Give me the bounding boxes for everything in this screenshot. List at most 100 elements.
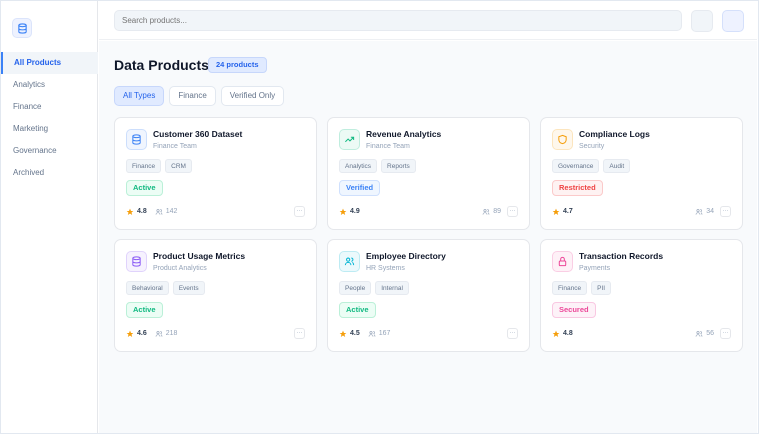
database-icon[interactable]	[12, 18, 32, 38]
more-options-button[interactable]: ···	[294, 328, 305, 339]
tag: Finance	[552, 281, 588, 295]
product-team: HR Systems	[366, 265, 405, 272]
sidebar-item-governance[interactable]: Governance	[13, 146, 57, 155]
filter-all-types[interactable]: All Types	[114, 86, 165, 106]
database-icon	[126, 129, 147, 150]
tag: Finance	[126, 159, 162, 173]
sidebar-nav: All Products Analytics Finance Marketing…	[1, 52, 98, 184]
card-footer: 4.6 218 ···	[126, 328, 305, 339]
status-badge: Verified	[339, 180, 381, 196]
card-footer: 4.7 34 ···	[552, 206, 731, 217]
user-count: 167	[368, 330, 390, 338]
product-card[interactable]: Compliance Logs Security Governance Audit…	[540, 117, 743, 230]
trending-up-icon	[339, 129, 360, 150]
more-options-button[interactable]: ···	[507, 206, 518, 217]
status-badge: Restricted	[552, 180, 603, 196]
status-badge: Active	[126, 302, 163, 318]
product-card[interactable]: Transaction Records Payments Finance PII …	[540, 239, 743, 352]
search-input[interactable]	[114, 10, 682, 31]
product-card[interactable]: Employee Directory HR Systems People Inte…	[327, 239, 530, 352]
product-team: Security	[579, 143, 605, 150]
tag: Internal	[375, 281, 409, 295]
rating: 4.8	[126, 208, 147, 216]
tag-list: Finance PII	[552, 281, 612, 295]
user-count: 89	[482, 208, 501, 216]
users-icon	[155, 208, 163, 215]
product-name[interactable]: Compliance Logs	[579, 129, 650, 139]
tag-list: Governance Audit	[552, 159, 631, 173]
product-card[interactable]: Revenue Analytics Finance Team Analytics…	[327, 117, 530, 230]
tag-list: Finance CRM	[126, 159, 192, 173]
product-name[interactable]: Product Usage Metrics	[153, 251, 246, 261]
users-icon	[339, 251, 360, 272]
users-icon	[695, 330, 703, 337]
main-content: Data Products 24 products All Types Fina…	[99, 41, 757, 433]
product-team: Finance Team	[366, 143, 410, 150]
user-count: 142	[155, 208, 177, 216]
product-team: Finance Team	[153, 143, 197, 150]
tag: PII	[591, 281, 612, 295]
star-icon	[552, 330, 560, 337]
card-footer: 4.5 167 ···	[339, 328, 518, 339]
product-name[interactable]: Revenue Analytics	[366, 129, 442, 139]
more-options-button[interactable]: ···	[294, 206, 305, 217]
shield-icon	[552, 129, 573, 150]
tag: Audit	[603, 159, 631, 173]
product-count-badge: 24 products	[208, 57, 267, 73]
product-card[interactable]: Product Usage Metrics Product Analytics …	[114, 239, 317, 352]
star-icon	[126, 330, 134, 337]
tag-list: Behavioral Events	[126, 281, 205, 295]
product-team: Product Analytics	[153, 265, 207, 272]
tag: Behavioral	[126, 281, 169, 295]
more-options-button[interactable]: ···	[720, 206, 731, 217]
database-icon	[126, 251, 147, 272]
filter-verified-only[interactable]: Verified Only	[220, 86, 285, 106]
tag: CRM	[165, 159, 192, 173]
status-badge: Active	[339, 302, 376, 318]
sidebar-item-all-products[interactable]: All Products	[1, 52, 98, 74]
product-card[interactable]: Customer 360 Dataset Finance Team Financ…	[114, 117, 317, 230]
header-primary-button[interactable]	[722, 10, 744, 32]
tag-list: Analytics Reports	[339, 159, 416, 173]
product-team: Payments	[579, 265, 611, 272]
star-icon	[126, 208, 134, 215]
product-name[interactable]: Transaction Records	[579, 251, 664, 261]
card-footer: 4.9 89 ···	[339, 206, 518, 217]
star-icon	[552, 208, 560, 215]
product-name[interactable]: Employee Directory	[366, 251, 446, 261]
card-footer: 4.8 56 ···	[552, 328, 731, 339]
status-badge: Active	[126, 180, 163, 196]
filter-finance[interactable]: Finance	[169, 86, 216, 106]
tag: Reports	[381, 159, 416, 173]
users-icon	[368, 330, 376, 337]
sidebar-item-archived[interactable]: Archived	[13, 168, 45, 177]
star-icon	[339, 208, 347, 215]
tag-list: People Internal	[339, 281, 409, 295]
tag: Governance	[552, 159, 600, 173]
page-title: Data Products	[114, 57, 209, 73]
star-icon	[339, 330, 347, 337]
rating: 4.8	[552, 330, 573, 338]
user-count: 56	[695, 330, 714, 338]
rating: 4.7	[552, 208, 573, 216]
user-count: 34	[695, 208, 714, 216]
tag: Analytics	[339, 159, 378, 173]
more-options-button[interactable]: ···	[507, 328, 518, 339]
sidebar-item-analytics[interactable]: Analytics	[13, 80, 46, 89]
filter-bar: All Types Finance Verified Only	[114, 86, 285, 106]
sidebar-item-marketing[interactable]: Marketing	[13, 124, 49, 133]
header-button[interactable]	[691, 10, 713, 32]
users-icon	[695, 208, 703, 215]
product-name[interactable]: Customer 360 Dataset	[153, 129, 243, 139]
users-icon	[155, 330, 163, 337]
tag: Events	[172, 281, 205, 295]
more-options-button[interactable]: ···	[720, 328, 731, 339]
user-count: 218	[155, 330, 177, 338]
rating: 4.6	[126, 330, 147, 338]
lock-icon	[552, 251, 573, 272]
rating: 4.5	[339, 330, 360, 338]
sidebar-item-finance[interactable]: Finance	[13, 102, 42, 111]
users-icon	[482, 208, 490, 215]
rating: 4.9	[339, 208, 360, 216]
status-badge: Secured	[552, 302, 596, 318]
